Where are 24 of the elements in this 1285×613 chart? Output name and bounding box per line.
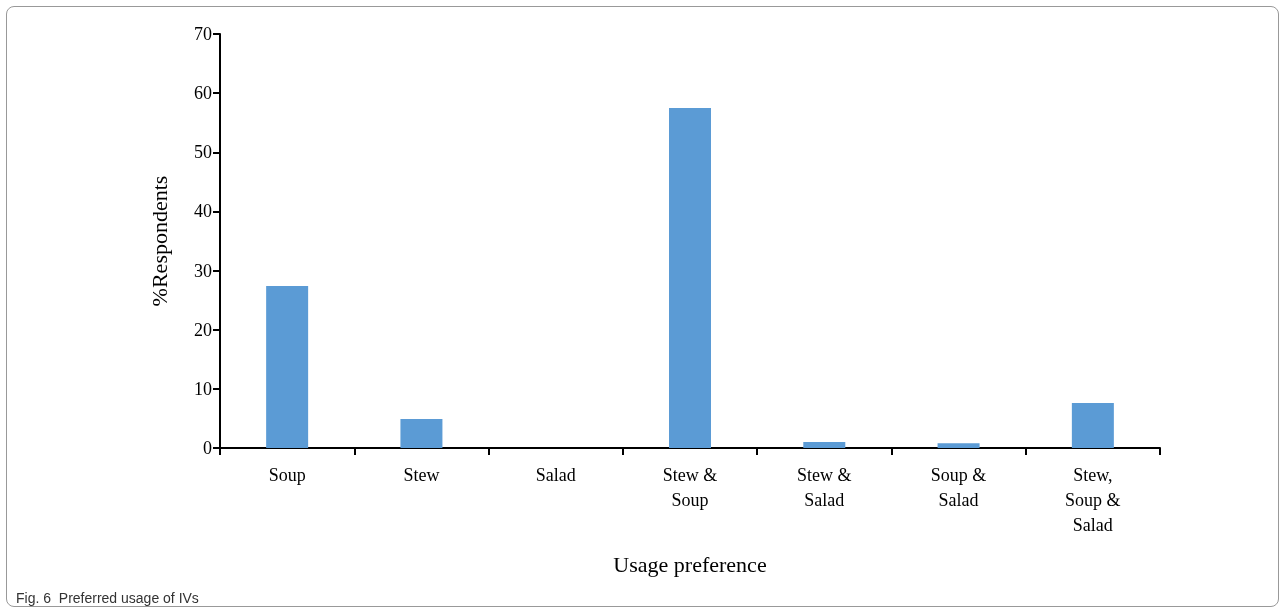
y-tick-label: 50	[194, 142, 212, 163]
bar	[803, 442, 846, 448]
x-tick-label: Stew & Soup	[662, 464, 718, 510]
y-tick-label: 20	[194, 319, 212, 340]
x-tick-label: Stew & Salad	[797, 464, 852, 510]
y-tick-label: 0	[203, 438, 212, 458]
y-tick-label: 40	[194, 201, 212, 222]
x-tick-label: Soup & Salad	[930, 464, 987, 510]
x-tick-label: Salad	[535, 464, 576, 485]
y-tick-label: 70	[194, 24, 212, 44]
bar	[1071, 403, 1114, 448]
x-tick-label: Stew, Soup & Salad	[1065, 464, 1121, 535]
caption: Fig. 6 Preferred usage of IVs	[16, 590, 199, 606]
y-axis-title: %Respondents	[146, 175, 172, 307]
bar	[266, 285, 309, 448]
bar	[669, 107, 711, 448]
x-tick-label: Soup	[268, 464, 306, 485]
x-axis-title: Usage preference	[613, 551, 767, 577]
y-tick-label: 10	[194, 378, 212, 399]
bar	[400, 419, 443, 448]
y-tick-label: 60	[194, 83, 212, 104]
x-tick-label: Stew	[403, 464, 440, 485]
y-tick-label: 30	[194, 260, 212, 281]
bar	[937, 443, 980, 448]
